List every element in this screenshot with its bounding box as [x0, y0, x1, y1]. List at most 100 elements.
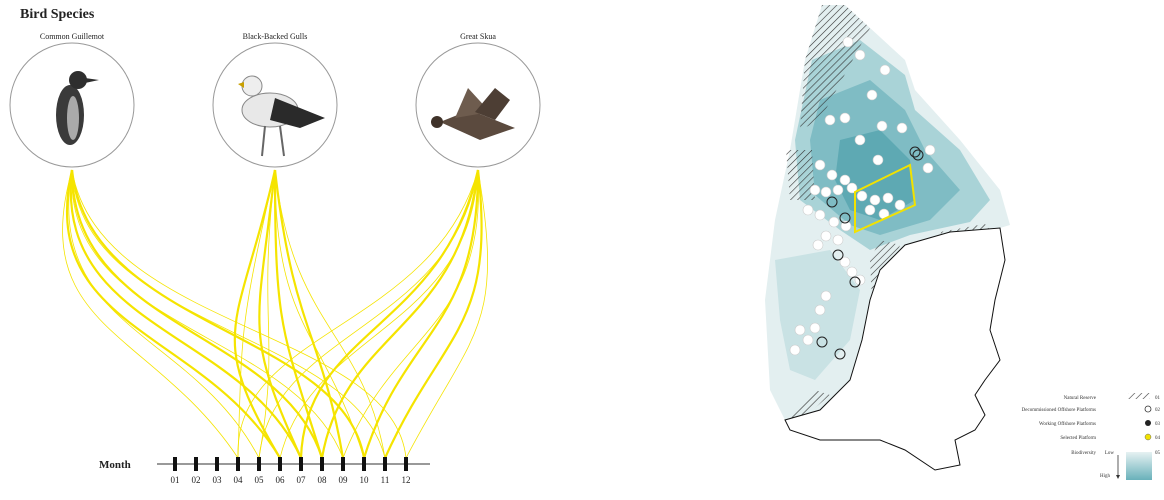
- decommissioned-platform: [820, 186, 832, 198]
- timeline-label: Month: [99, 459, 131, 471]
- species-name: Common Guillemot: [40, 32, 105, 41]
- connection: [71, 169, 386, 459]
- decommissioned-platform: [789, 344, 801, 356]
- legend-decommissioned: [1144, 405, 1152, 413]
- map: [765, 5, 1010, 471]
- connection: [258, 169, 276, 459]
- month-label: 06: [276, 475, 286, 485]
- decommissioned-platform: [802, 334, 814, 346]
- month-label: 04: [234, 475, 244, 485]
- legend-high: High: [1100, 474, 1111, 479]
- month-tick: [299, 457, 303, 471]
- decommissioned-platform: [839, 256, 851, 268]
- working-platform: [816, 336, 828, 348]
- decommissioned-platform: [839, 174, 851, 186]
- legend-label: Decommissioned Offshore Platforms: [1022, 408, 1096, 413]
- month-tick: [215, 457, 219, 471]
- working-platform: [834, 348, 846, 360]
- month-tick: [383, 457, 387, 471]
- month-label: 11: [381, 475, 390, 485]
- species-circles: [9, 42, 541, 168]
- decommissioned-platform: [809, 184, 821, 196]
- connection: [70, 169, 324, 459]
- connection: [71, 169, 344, 459]
- decommissioned-platform: [879, 64, 891, 76]
- connection: [65, 169, 281, 459]
- legend-arrowhead: [1116, 475, 1120, 479]
- platforms: [789, 36, 936, 360]
- decommissioned-platform: [856, 190, 868, 202]
- month-tick: [194, 457, 198, 471]
- month-tick: [404, 457, 408, 471]
- decommissioned-platform: [882, 192, 894, 204]
- legend-label: Natural Reserve: [1064, 396, 1097, 401]
- connection: [62, 169, 239, 459]
- month-label: 08: [318, 475, 328, 485]
- decommissioned-platform: [814, 304, 826, 316]
- month-tick: [236, 457, 240, 471]
- gull-illustration: [238, 75, 325, 157]
- month-tick: [173, 457, 177, 471]
- connection: [342, 169, 479, 459]
- decommissioned-platform: [824, 114, 836, 126]
- connection: [299, 169, 480, 459]
- month-label: 03: [213, 475, 223, 485]
- month-label: 07: [297, 475, 307, 485]
- month-ticks: 01 02 03 04 05 06 07 08 09 10 11 12: [171, 457, 411, 485]
- working-platform: [912, 149, 924, 161]
- working-platform: [826, 196, 838, 208]
- connection: [274, 169, 386, 459]
- legend-working: [1145, 420, 1151, 426]
- decommissioned-platform: [896, 122, 908, 134]
- connection: [362, 169, 480, 459]
- decommissioned-platform: [802, 204, 814, 216]
- legend: Natural Reserve 01 Decommissioned Offshore…: [1022, 393, 1161, 480]
- decommissioned-platform: [809, 322, 821, 334]
- working-platform: [832, 249, 844, 261]
- working-platform: [839, 212, 851, 224]
- skua-illustration: [431, 88, 515, 140]
- month-label: 01: [171, 475, 180, 485]
- connection: [68, 169, 260, 459]
- decommissioned-platform: [828, 216, 840, 228]
- decommissioned-platform: [864, 204, 876, 216]
- decommissioned-platform: [820, 290, 832, 302]
- decommissioned-platform: [839, 112, 851, 124]
- decommissioned-platform: [846, 182, 858, 194]
- legend-selected: [1144, 433, 1152, 441]
- decommissioned-platform: [826, 169, 838, 181]
- legend-hatch: [1128, 393, 1150, 399]
- month-label: 09: [339, 475, 349, 485]
- decommissioned-platform: [869, 194, 881, 206]
- natural-reserve: [785, 390, 830, 425]
- decommissioned-platform: [872, 154, 884, 166]
- connection: [274, 169, 365, 459]
- decommissioned-platform: [854, 49, 866, 61]
- month-label: 05: [255, 475, 265, 485]
- legend-code: 03: [1155, 422, 1161, 427]
- decommissioned-platform: [832, 234, 844, 246]
- legend-code: 04: [1155, 436, 1161, 441]
- month-tick: [257, 457, 261, 471]
- natural-reserve: [800, 5, 870, 130]
- working-platform: [849, 276, 861, 288]
- species-name: Black-Backed Gulls: [243, 32, 308, 41]
- legend-label: Selected Platform: [1060, 436, 1096, 441]
- connection: [258, 169, 303, 459]
- decommissioned-platform: [846, 266, 858, 278]
- connection: [237, 169, 479, 459]
- decommissioned-platform: [820, 230, 832, 242]
- working-platform: [909, 146, 921, 158]
- decommissioned-platform: [854, 134, 866, 146]
- connection: [69, 169, 303, 459]
- selected-platform-area: [854, 163, 917, 234]
- decommissioned-platform: [866, 89, 878, 101]
- connection: [383, 169, 483, 459]
- legend-label: Working Offshore Platforms: [1039, 422, 1096, 427]
- legend-code: 02: [1155, 408, 1161, 413]
- legend-code: 05: [1155, 451, 1161, 456]
- connection: [233, 169, 281, 459]
- title: Bird Species: [20, 7, 95, 22]
- legend-gradient: [1126, 452, 1152, 480]
